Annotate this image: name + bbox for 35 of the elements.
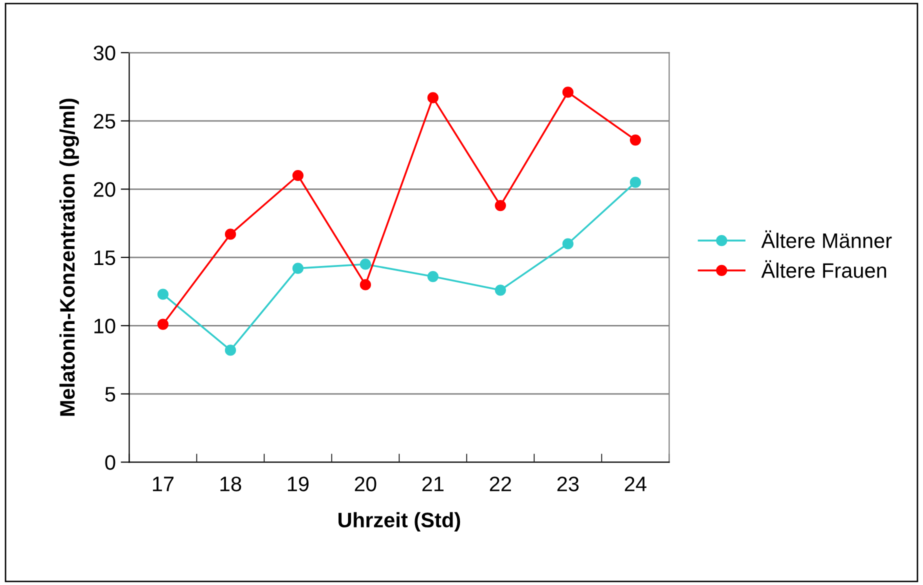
y-tick-label: 10 (94, 318, 116, 334)
x-axis-title: Uhrzeit (Std) (338, 512, 460, 532)
y-tick-label: 20 (94, 182, 116, 197)
x-tick-label: 21 (422, 476, 444, 492)
point (292, 170, 304, 182)
x-tick-label: 24 (624, 476, 646, 492)
y-axis-title: Melatonin-Konzentration (pg/ml) (59, 98, 79, 416)
point (157, 288, 169, 300)
legend-label: Ältere Männer (761, 230, 892, 248)
y-tick-label: 25 (94, 114, 116, 129)
x-tick-label: 17 (152, 476, 174, 492)
legend-label: Ältere Frauen (761, 260, 886, 278)
y-tick-label: 30 (94, 46, 116, 60)
point (427, 92, 438, 104)
y-tick-label: 0 (105, 455, 116, 470)
point (427, 270, 438, 282)
point (224, 344, 236, 356)
point (494, 200, 506, 212)
x-tick-label: 20 (354, 476, 376, 492)
x-tick-label: 23 (557, 476, 579, 492)
point (360, 258, 372, 270)
y-tick-label: 15 (94, 250, 116, 266)
point (494, 284, 506, 296)
point (562, 238, 574, 250)
y-tick-label: 5 (105, 387, 116, 402)
point (157, 318, 169, 330)
point (630, 176, 641, 188)
point (292, 262, 304, 274)
x-tick-label: 19 (288, 476, 309, 492)
point (562, 86, 574, 98)
point (360, 279, 372, 290)
x-tick-label: 18 (220, 476, 242, 492)
point (224, 228, 236, 240)
point (630, 134, 641, 146)
x-tick-label: 22 (490, 476, 511, 492)
